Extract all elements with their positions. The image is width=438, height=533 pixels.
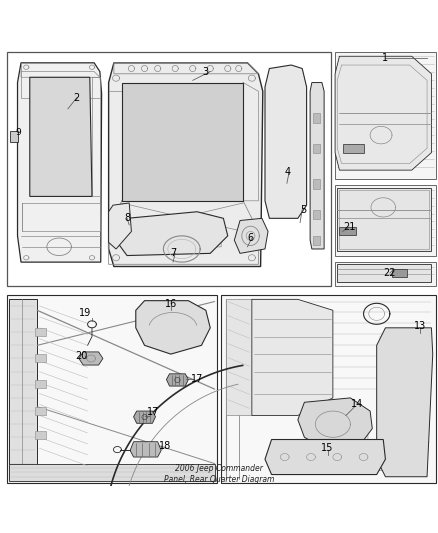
Polygon shape [9,464,215,481]
Text: 5: 5 [300,205,307,215]
Polygon shape [337,264,431,282]
Polygon shape [335,262,436,286]
Polygon shape [35,381,46,388]
Polygon shape [166,374,188,386]
Bar [7,52,331,286]
Text: 17: 17 [147,407,159,417]
Polygon shape [313,236,320,246]
Text: 6: 6 [247,233,254,243]
Polygon shape [109,63,263,266]
Polygon shape [343,144,364,152]
Polygon shape [130,442,161,457]
Text: 16: 16 [165,298,177,309]
Text: 2006 Jeep Commander
Panel, Rear Quarter Diagram: 2006 Jeep Commander Panel, Rear Quarter … [164,464,274,484]
Text: 9: 9 [15,128,21,138]
Polygon shape [226,300,252,415]
Text: 13: 13 [413,321,426,331]
Polygon shape [335,52,436,179]
Polygon shape [335,185,436,255]
Text: 4: 4 [285,167,291,177]
Polygon shape [35,328,46,336]
Polygon shape [79,352,103,365]
Polygon shape [313,113,320,123]
Polygon shape [313,209,320,219]
Polygon shape [109,203,131,249]
Text: 22: 22 [384,268,396,278]
Polygon shape [310,83,324,249]
Polygon shape [392,269,407,277]
Text: 14: 14 [351,399,363,409]
Polygon shape [136,301,210,354]
Polygon shape [298,398,372,450]
Polygon shape [35,354,46,362]
Text: 1: 1 [382,53,389,63]
Text: 19: 19 [79,309,92,318]
Text: 21: 21 [343,222,355,232]
Polygon shape [377,328,433,477]
Text: 20: 20 [75,351,87,361]
Polygon shape [339,227,356,235]
Polygon shape [35,431,46,439]
Text: 15: 15 [321,443,334,453]
Polygon shape [117,212,228,255]
Polygon shape [9,300,37,479]
Polygon shape [134,411,155,423]
Polygon shape [265,440,385,474]
Polygon shape [313,179,320,189]
Polygon shape [35,407,46,415]
Polygon shape [30,77,92,197]
Text: 7: 7 [170,248,176,259]
Text: 18: 18 [159,441,171,451]
Polygon shape [10,131,18,142]
Polygon shape [313,144,320,154]
Text: 17: 17 [191,374,203,384]
Text: 8: 8 [124,213,130,223]
Polygon shape [122,83,243,201]
Polygon shape [234,219,268,253]
Polygon shape [18,63,102,262]
Polygon shape [265,65,307,219]
Text: 2: 2 [74,93,80,103]
Text: 3: 3 [203,67,209,77]
Polygon shape [337,188,431,251]
Polygon shape [335,56,431,170]
Polygon shape [7,295,217,483]
Polygon shape [221,295,436,483]
Polygon shape [252,300,333,415]
